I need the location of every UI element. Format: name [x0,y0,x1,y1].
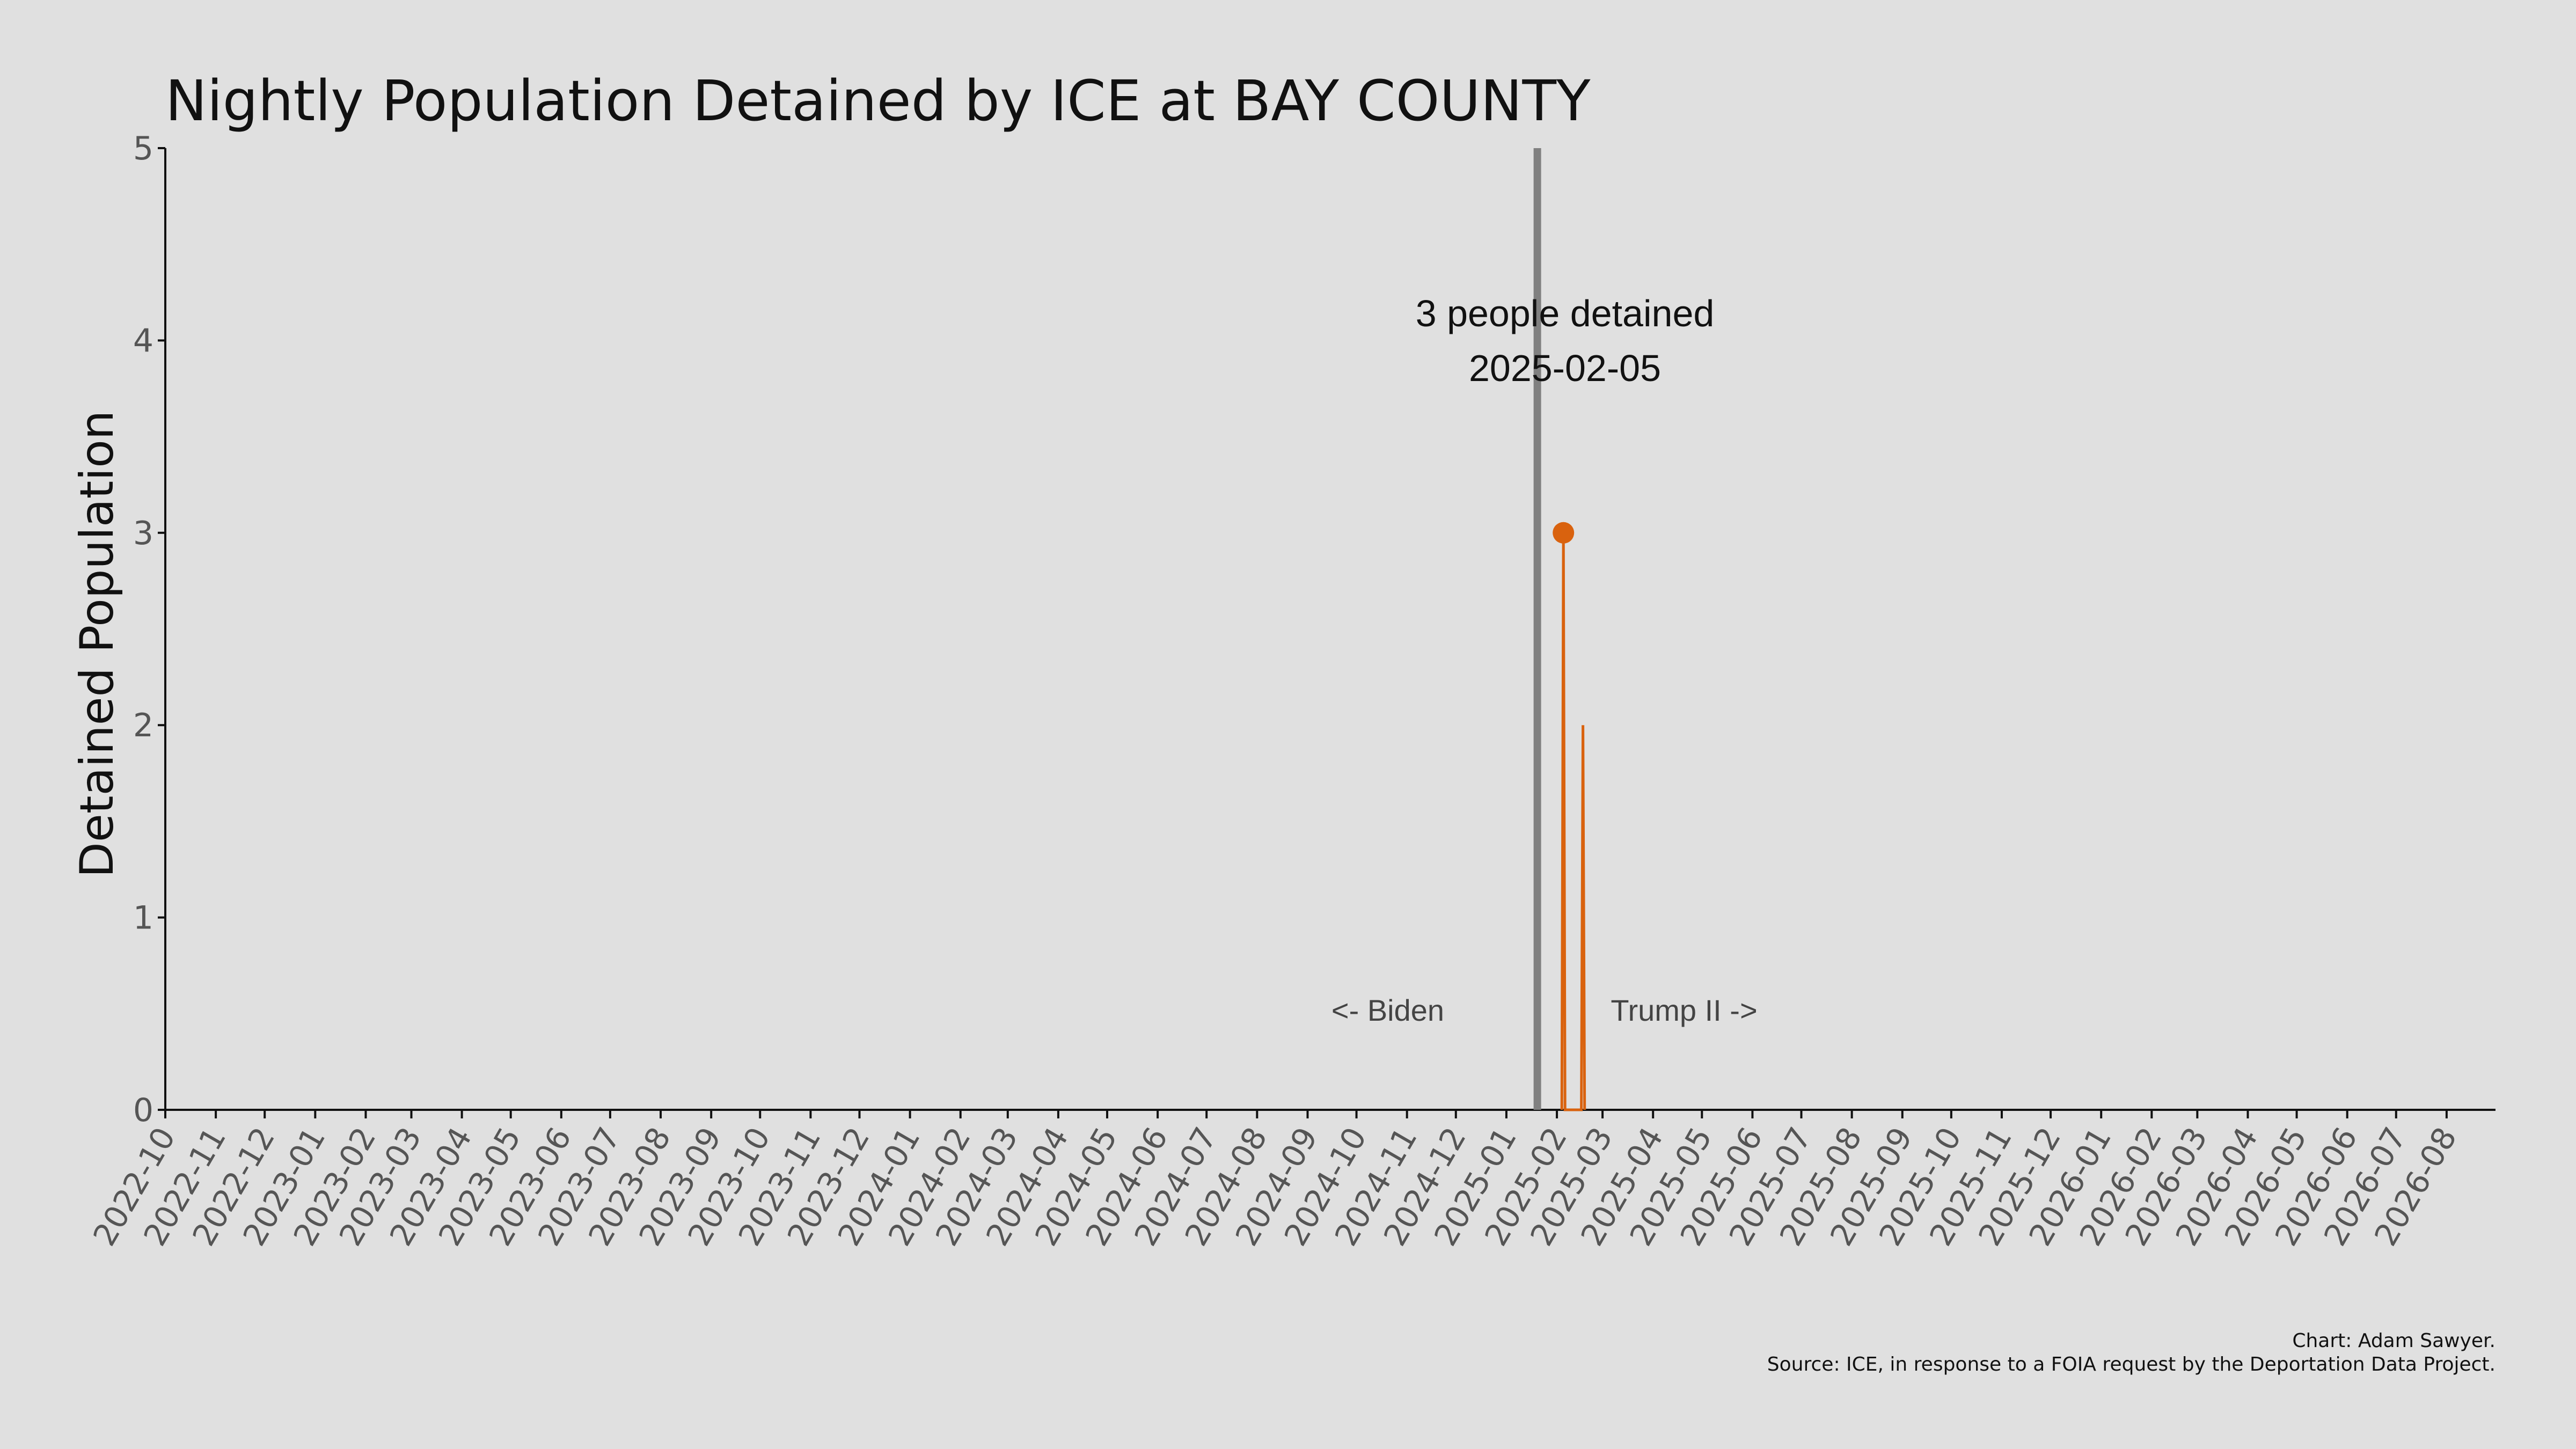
y-ticks: 0 1 2 3 4 5 [133,130,165,1129]
credit-source: Source: ICE, in response to a FOIA reque… [1767,1353,2496,1375]
y-tick-label: 3 [133,515,153,552]
y-tick-label: 1 [133,899,153,937]
era-label-biden: <- Biden [1331,993,1444,1027]
y-axis-label: Detained Population [70,411,124,878]
x-ticks: 2022-102022-112022-122023-012023-022023-… [86,1110,2464,1252]
era-label-trump: Trump II -> [1611,993,1757,1027]
highlight-point [1553,522,1575,544]
annotation-count: 3 people detained [1416,292,1715,334]
y-tick-label: 4 [133,322,153,360]
chart-title: Nightly Population Detained by ICE at BA… [165,68,1591,134]
y-tick-label: 0 [133,1092,153,1129]
series-line [1560,532,1586,1111]
y-tick-label: 5 [133,130,153,167]
annotation-date: 2025-02-05 [1469,347,1661,389]
series-layer [1560,532,1586,1111]
credit-author: Chart: Adam Sawyer. [2292,1330,2496,1352]
y-tick-label: 2 [133,707,153,744]
